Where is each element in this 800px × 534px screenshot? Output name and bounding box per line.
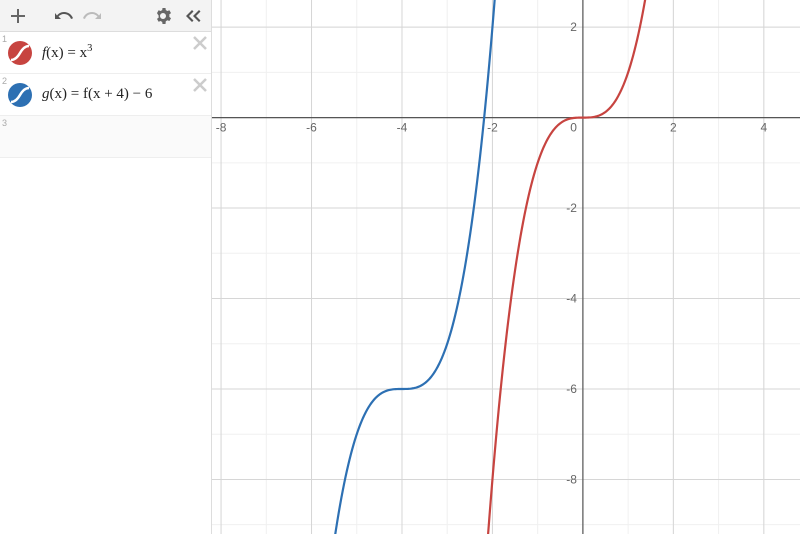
gear-icon xyxy=(155,8,171,24)
svg-text:-8: -8 xyxy=(216,121,227,135)
delete-expression-button[interactable] xyxy=(193,36,207,54)
svg-text:-6: -6 xyxy=(306,121,317,135)
svg-text:-4: -4 xyxy=(566,292,577,306)
expression-latex[interactable]: f(x) = x3 xyxy=(42,43,92,62)
delete-expression-button[interactable] xyxy=(193,78,207,96)
svg-text:-2: -2 xyxy=(487,121,498,135)
svg-text:-4: -4 xyxy=(397,121,408,135)
settings-button[interactable] xyxy=(151,4,175,28)
svg-text:0: 0 xyxy=(570,121,577,135)
curve-color-icon[interactable] xyxy=(6,81,34,109)
svg-text:-8: -8 xyxy=(566,472,577,486)
collapse-button[interactable] xyxy=(181,4,205,28)
graph-svg: -8 -6 -4 -2 2 4 2 -2 -4 -6 -8 0 xyxy=(212,0,800,534)
plus-icon xyxy=(11,9,25,23)
expression-panel: 1 f(x) = x3 2 g(x) = f(x + 4) − 6 xyxy=(0,0,212,534)
svg-text:-2: -2 xyxy=(566,201,577,215)
expression-list: 1 f(x) = x3 2 g(x) = f(x + 4) − 6 xyxy=(0,32,211,534)
chevron-left-double-icon xyxy=(185,9,201,23)
expression-row[interactable]: 1 f(x) = x3 xyxy=(0,32,211,74)
redo-button[interactable] xyxy=(80,4,104,28)
curve-color-icon[interactable] xyxy=(6,39,34,67)
empty-expression-row[interactable]: 3 xyxy=(0,116,211,158)
graph-canvas[interactable]: -8 -6 -4 -2 2 4 2 -2 -4 -6 -8 0 xyxy=(212,0,800,534)
expression-latex[interactable]: g(x) = f(x + 4) − 6 xyxy=(42,86,152,103)
svg-text:4: 4 xyxy=(760,121,767,135)
add-button[interactable] xyxy=(6,4,30,28)
undo-icon xyxy=(55,9,73,23)
close-icon xyxy=(193,36,207,50)
svg-text:2: 2 xyxy=(570,20,577,34)
close-icon xyxy=(193,78,207,92)
expression-index: 3 xyxy=(2,118,7,128)
redo-icon xyxy=(83,9,101,23)
expression-row[interactable]: 2 g(x) = f(x + 4) − 6 xyxy=(0,74,211,116)
toolbar xyxy=(0,0,211,32)
expression-index: 2 xyxy=(2,76,7,86)
undo-button[interactable] xyxy=(52,4,76,28)
svg-text:2: 2 xyxy=(670,121,677,135)
expression-index: 1 xyxy=(2,34,7,44)
svg-text:-6: -6 xyxy=(566,382,577,396)
